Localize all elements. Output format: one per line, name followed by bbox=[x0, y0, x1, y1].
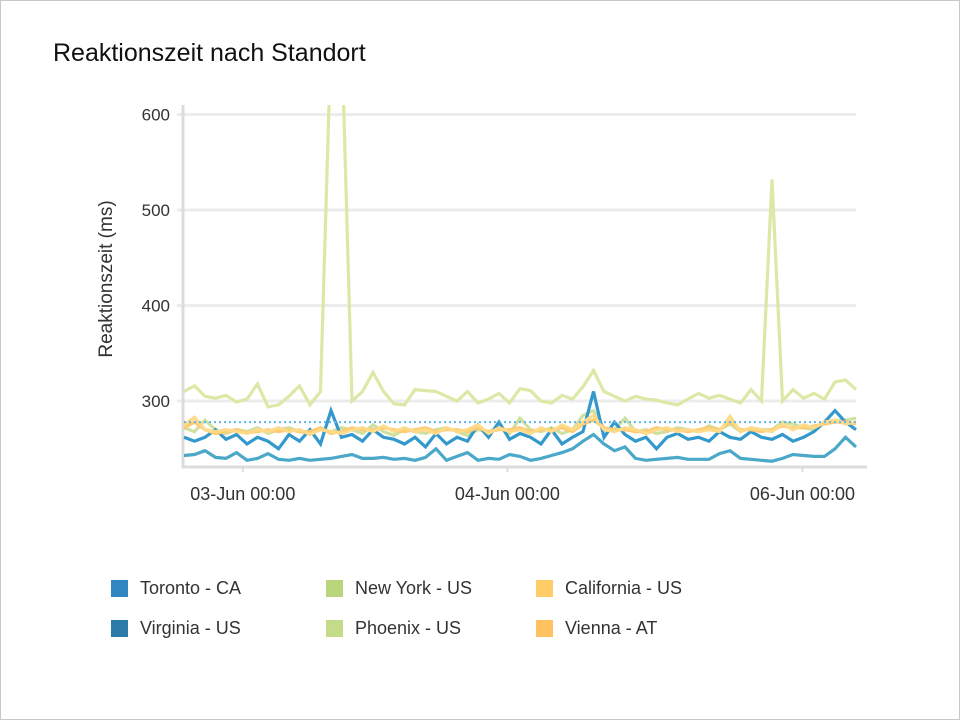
legend-label: Toronto - CA bbox=[140, 578, 242, 598]
legend-label: California - US bbox=[565, 578, 683, 598]
chart-title: Reaktionszeit nach Standort bbox=[53, 39, 366, 67]
legend-label: Phoenix - US bbox=[355, 618, 462, 638]
legend-swatch bbox=[326, 620, 343, 637]
legend-swatch bbox=[111, 620, 128, 637]
x-tick-label: 04-Jun 00:00 bbox=[455, 484, 560, 504]
legend-item[interactable]: Phoenix - US bbox=[326, 618, 461, 639]
legend-swatch bbox=[536, 620, 553, 637]
y-axis-label: Reaktionszeit (ms) bbox=[96, 200, 117, 357]
legend-item[interactable]: New York - US bbox=[326, 578, 472, 599]
legend-item[interactable]: California - US bbox=[536, 578, 682, 599]
y-tick-label: 500 bbox=[142, 201, 170, 220]
legend-item[interactable]: Virginia - US bbox=[111, 618, 241, 639]
series-line-california-us bbox=[183, 413, 857, 437]
legend-label: Vienna - AT bbox=[565, 618, 658, 638]
legend-label: New York - US bbox=[355, 578, 473, 598]
y-tick-label: 300 bbox=[142, 392, 170, 411]
legend-swatch bbox=[326, 580, 343, 597]
y-tick-label: 400 bbox=[142, 297, 170, 316]
series-line-toronto-ca bbox=[183, 391, 857, 452]
legend-item[interactable]: Toronto - CA bbox=[111, 578, 241, 599]
plot-area bbox=[183, 105, 858, 463]
legend-label: Virginia - US bbox=[140, 618, 241, 638]
legend-item[interactable]: Vienna - AT bbox=[536, 618, 657, 639]
series-line-virginia-us bbox=[183, 432, 858, 463]
x-tick-label: 06-Jun 00:00 bbox=[750, 484, 855, 504]
legend-swatch bbox=[111, 580, 128, 597]
y-tick-label: 600 bbox=[142, 106, 170, 125]
legend-swatch bbox=[536, 580, 553, 597]
series-line-phoenix-us bbox=[183, 105, 858, 409]
x-tick-label: 03-Jun 00:00 bbox=[190, 484, 295, 504]
